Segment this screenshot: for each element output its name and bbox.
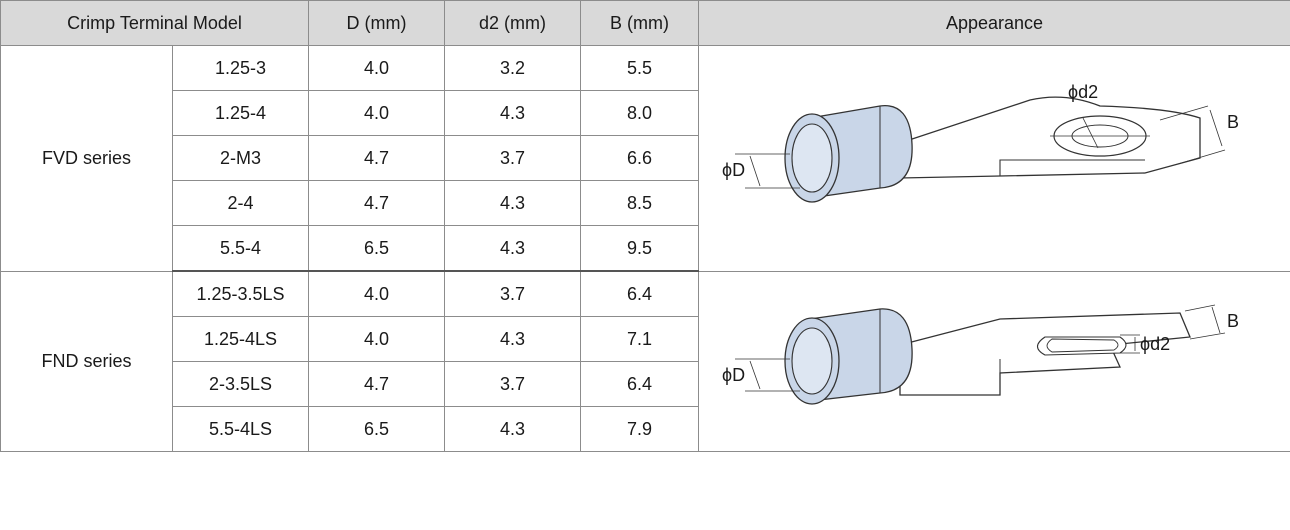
cell-model: 1.25-3.5LS bbox=[172, 270, 309, 317]
cell-model: 1.25-3 bbox=[172, 45, 309, 91]
cell-model: 5.5-4LS bbox=[172, 406, 309, 452]
cell-model: 1.25-4 bbox=[172, 90, 309, 136]
fvd-D-label: ϕD bbox=[722, 160, 745, 180]
cell-B: 6.4 bbox=[580, 270, 699, 317]
cell-B: 9.5 bbox=[580, 225, 699, 272]
cell-d2: 4.3 bbox=[444, 316, 581, 362]
table-row: 2-M3 4.7 3.7 6.6 bbox=[1, 135, 1290, 181]
cell-D: 6.5 bbox=[308, 225, 445, 272]
appearance-fvd: ϕd2 B ϕD bbox=[698, 45, 1290, 272]
cell-B: 6.6 bbox=[580, 135, 699, 181]
cell-d2: 4.3 bbox=[444, 225, 581, 272]
cell-d2: 3.7 bbox=[444, 270, 581, 317]
series-label-fnd: FND series bbox=[0, 270, 173, 452]
cell-B: 8.5 bbox=[580, 180, 699, 226]
cell-D: 4.7 bbox=[308, 135, 445, 181]
cell-d2: 3.2 bbox=[444, 45, 581, 91]
table-row: 2-3.5LS 4.7 3.7 6.4 bbox=[1, 361, 1290, 407]
cell-D: 4.7 bbox=[308, 361, 445, 407]
cell-B: 7.9 bbox=[580, 406, 699, 452]
header-model: Crimp Terminal Model bbox=[0, 0, 309, 46]
table-row: FND series 1.25-3.5LS 4.0 3.7 6.4 bbox=[0, 270, 1290, 452]
cell-B: 6.4 bbox=[580, 361, 699, 407]
cell-D: 4.7 bbox=[308, 180, 445, 226]
cell-model: 1.25-4LS bbox=[172, 316, 309, 362]
cell-D: 4.0 bbox=[308, 270, 445, 317]
cell-model: 2-3.5LS bbox=[172, 361, 309, 407]
fvd-d2-label: ϕd2 bbox=[1068, 82, 1098, 102]
table-row: 2-4 4.7 4.3 8.5 bbox=[1, 180, 1290, 226]
table-row: 1.25-4LS 4.0 4.3 7.1 bbox=[1, 316, 1290, 362]
fnd-B-label: B bbox=[1227, 311, 1239, 331]
cell-model: 2-M3 bbox=[172, 135, 309, 181]
cell-B: 7.1 bbox=[580, 316, 699, 362]
cell-model: 2-4 bbox=[172, 180, 309, 226]
cell-B: 8.0 bbox=[580, 90, 699, 136]
fnd-fork-terminal-drawing: ϕd2 B ϕD bbox=[722, 304, 1239, 405]
fnd-d2-label: ϕd2 bbox=[1140, 334, 1170, 354]
series-label-fvd: FVD series bbox=[0, 45, 173, 272]
cell-D: 4.0 bbox=[308, 316, 445, 362]
table-row: 1.25-4 4.0 4.3 8.0 bbox=[1, 90, 1290, 136]
fvd-B-label: B bbox=[1227, 112, 1239, 132]
cell-d2: 4.3 bbox=[444, 406, 581, 452]
cell-D: 6.5 bbox=[308, 406, 445, 452]
table-row: FVD series 1.25-3 4.0 3.2 5.5 bbox=[0, 45, 1290, 272]
header-appearance: Appearance bbox=[698, 0, 1290, 46]
cell-d2: 3.7 bbox=[444, 361, 581, 407]
header-D: D (mm) bbox=[308, 0, 445, 46]
cell-model: 5.5-4 bbox=[172, 225, 309, 272]
appearance-fnd: ϕd2 B ϕD bbox=[698, 270, 1290, 452]
cell-D: 4.0 bbox=[308, 90, 445, 136]
crimp-terminal-table: Crimp Terminal Model D (mm) d2 (mm) B (m… bbox=[0, 0, 1290, 452]
cell-B: 5.5 bbox=[580, 45, 699, 91]
fnd-D-label: ϕD bbox=[722, 365, 745, 385]
fvd-ring-terminal-drawing: ϕd2 B ϕD bbox=[722, 82, 1239, 203]
cell-D: 4.0 bbox=[308, 45, 445, 91]
table-row: 5.5-4LS 6.5 4.3 7.9 bbox=[1, 406, 1290, 452]
header-row: Crimp Terminal Model D (mm) d2 (mm) B (m… bbox=[0, 0, 1290, 46]
header-B: B (mm) bbox=[580, 0, 699, 46]
header-d2: d2 (mm) bbox=[444, 0, 581, 46]
cell-d2: 3.7 bbox=[444, 135, 581, 181]
table-row: 5.5-4 6.5 4.3 9.5 bbox=[1, 225, 1290, 272]
cell-d2: 4.3 bbox=[444, 180, 581, 226]
cell-d2: 4.3 bbox=[444, 90, 581, 136]
